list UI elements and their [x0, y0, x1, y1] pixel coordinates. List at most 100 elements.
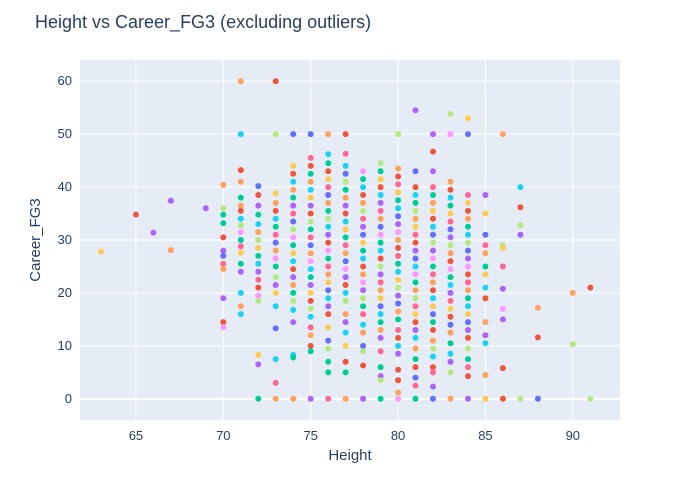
data-point: [395, 327, 402, 333]
data-point: [482, 271, 489, 278]
data-point: [395, 189, 402, 196]
data-point: [412, 395, 419, 402]
data-point: [447, 350, 454, 357]
data-point: [465, 207, 471, 214]
data-point: [307, 194, 314, 201]
data-point: [395, 276, 402, 283]
data-point: [377, 295, 384, 302]
data-point: [517, 204, 524, 211]
data-point: [360, 207, 367, 214]
data-point: [412, 271, 419, 278]
data-point: [290, 242, 297, 249]
data-point: [255, 297, 262, 304]
data-point: [430, 337, 436, 344]
data-point: [412, 374, 419, 381]
data-point: [360, 184, 367, 191]
data-point: [150, 229, 157, 236]
data-point: [430, 215, 436, 222]
data-point: [430, 199, 436, 206]
y-tick-label: 40: [58, 179, 72, 194]
data-point: [377, 327, 384, 333]
data-point: [465, 319, 471, 326]
data-point: [237, 311, 244, 318]
data-point: [220, 260, 227, 267]
chart-title: Height vs Career_FG3 (excluding outliers…: [35, 12, 372, 32]
data-point: [412, 311, 419, 318]
data-point: [290, 266, 297, 273]
data-point: [360, 215, 367, 222]
data-point: [482, 284, 489, 291]
data-point: [412, 295, 419, 302]
data-points: [98, 78, 594, 402]
data-point: [377, 160, 384, 167]
data-point: [272, 190, 279, 197]
data-point: [430, 131, 436, 138]
data-point: [412, 319, 419, 326]
data-point: [307, 342, 314, 349]
data-point: [465, 239, 471, 246]
data-point: [447, 194, 454, 201]
x-tick-label: 85: [478, 428, 492, 443]
data-point: [342, 178, 349, 185]
data-point: [395, 268, 402, 275]
data-point: [325, 279, 332, 286]
data-point: [395, 316, 402, 323]
data-point: [255, 202, 262, 209]
data-point: [342, 297, 349, 304]
data-point: [342, 131, 349, 138]
data-point: [465, 364, 471, 371]
data-point: [360, 271, 367, 278]
tick-labels: 65 70 75 80 85 90 0 10 20 30 40 50 60: [58, 73, 581, 443]
data-point: [167, 197, 174, 204]
data-point: [255, 221, 262, 228]
data-point: [290, 218, 297, 225]
data-point: [360, 348, 367, 355]
data-point: [430, 207, 436, 214]
y-axis-title: Career_FG3: [27, 198, 44, 281]
data-point: [465, 255, 471, 262]
data-point: [290, 234, 297, 241]
data-point: [465, 131, 471, 138]
data-point: [412, 327, 419, 333]
x-tick-label: 90: [566, 428, 580, 443]
data-point: [447, 274, 454, 281]
data-point: [499, 244, 506, 251]
data-point: [325, 263, 332, 270]
data-point: [237, 202, 244, 209]
x-tick-label: 80: [391, 428, 405, 443]
y-tick-label: 10: [58, 338, 72, 353]
data-point: [482, 192, 489, 198]
data-point: [377, 377, 384, 384]
data-point: [307, 348, 314, 355]
data-point: [290, 170, 297, 177]
data-point: [290, 289, 297, 296]
data-point: [430, 327, 436, 333]
data-point: [325, 160, 332, 167]
data-point: [395, 173, 402, 180]
data-point: [517, 184, 524, 191]
data-point: [534, 334, 541, 341]
data-point: [412, 239, 419, 246]
data-point: [465, 279, 471, 286]
data-point: [465, 192, 471, 198]
data-point: [360, 168, 367, 175]
data-point: [237, 229, 244, 236]
data-point: [395, 131, 402, 138]
data-point: [325, 311, 332, 318]
data-point: [412, 287, 419, 294]
data-point: [307, 186, 314, 193]
y-tick-label: 30: [58, 232, 72, 247]
data-point: [430, 223, 436, 230]
data-point: [290, 395, 297, 402]
data-point: [430, 287, 436, 294]
data-point: [237, 260, 244, 267]
data-point: [499, 263, 506, 270]
x-tick-label: 70: [216, 428, 230, 443]
data-point: [360, 321, 367, 328]
data-point: [220, 181, 227, 188]
data-point: [360, 395, 367, 402]
data-point: [412, 207, 419, 214]
data-point: [272, 356, 279, 363]
data-point: [482, 231, 489, 238]
data-point: [377, 184, 384, 191]
